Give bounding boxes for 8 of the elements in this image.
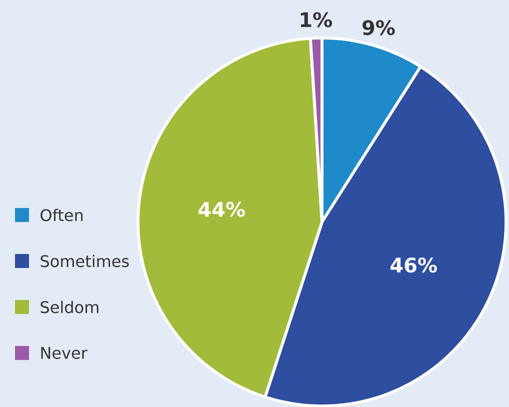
data-label: 1%	[300, 12, 332, 28]
legend-label: Seldom	[40, 300, 98, 313]
data-label: 44%	[198, 202, 245, 217]
legend-label: Never	[41, 346, 88, 359]
data-label: 9%	[362, 20, 395, 35]
data-label: 46%	[390, 257, 437, 272]
legend-label: Often	[40, 208, 83, 221]
legend-label: Sometimes	[40, 254, 129, 267]
